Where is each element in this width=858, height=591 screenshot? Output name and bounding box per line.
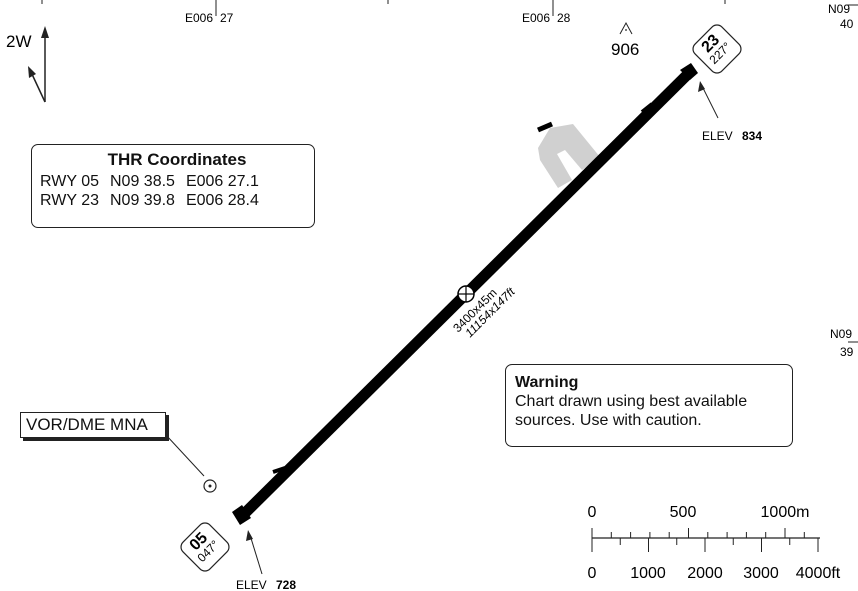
vor-dme-icon [203, 479, 217, 493]
vor-leader-line [165, 434, 205, 477]
thr-lat: N09 39.8 [110, 192, 175, 209]
thr-lon: E006 28.4 [185, 192, 259, 209]
warning-title: Warning [515, 374, 579, 391]
thr-lon: E006 27.1 [185, 173, 259, 190]
grid-lat-minutes-2: 39 [840, 345, 854, 359]
thr-coordinates-table: RWY 05 N09 38.5 E006 27.1 RWY 23 N09 39.… [40, 172, 270, 210]
grid-lon-label-1: E006 [185, 11, 213, 25]
scale-metric-label: 1000m [761, 504, 810, 521]
warning-text-line: Chart drawn using best available [515, 393, 748, 410]
grid-lon-label-2: E006 [522, 11, 550, 25]
scale-feet-label: 0 [588, 565, 597, 582]
scale-bar: 0 500 1000m 0 1000 2000 3000 4000ft [588, 504, 841, 582]
north-arrow-icon [28, 26, 49, 103]
obstacle-elevation: 906 [611, 40, 639, 59]
scale-feet-label: 4000ft [796, 565, 841, 582]
elev-23-label: ELEV [702, 129, 733, 143]
thr-rwy: RWY 05 [40, 173, 99, 190]
thr-coordinates-title: THR Coordinates [107, 150, 247, 169]
runway-23-designator-box: 23 227° [692, 24, 742, 74]
obstacle-icon [619, 21, 633, 35]
table-row: RWY 05 N09 38.5 E006 27.1 [40, 172, 270, 191]
elev-05-label: ELEV [236, 578, 267, 591]
elev-23-leader [698, 81, 719, 119]
scale-metric-label: 500 [670, 504, 697, 521]
grid-lon-minutes-2: 28 [557, 11, 571, 25]
variation-label: 2W [6, 32, 32, 51]
apron [537, 121, 600, 188]
grid-lat-minutes-1: 40 [840, 17, 854, 31]
warning-text-line: sources. Use with caution. [515, 412, 702, 429]
runway [232, 63, 698, 525]
runway-05-designator-box: 05 047° [180, 522, 230, 572]
scale-feet-label: 1000 [630, 565, 666, 582]
grid-lat-label-1: N09 [828, 2, 850, 16]
thr-lat: N09 38.5 [110, 173, 175, 190]
thr-rwy: RWY 23 [40, 192, 99, 209]
taxiway-marker [537, 121, 553, 133]
elev-05-leader [246, 530, 263, 575]
grid-lat-label-2: N09 [830, 327, 852, 341]
warning-box: Warning Chart drawn using best available… [505, 364, 793, 447]
scale-feet-label: 2000 [687, 565, 723, 582]
table-row: RWY 23 N09 39.8 E006 28.4 [40, 191, 270, 210]
elev-05-value: 728 [276, 578, 296, 591]
thr-coordinates-box: THR Coordinates RWY 05 N09 38.5 E006 27.… [31, 144, 315, 228]
elev-23-value: 834 [742, 129, 762, 143]
navaid-label-box: VOR/DME MNA [20, 412, 166, 438]
scale-feet-label: 3000 [743, 565, 779, 582]
scale-metric-label: 0 [588, 504, 597, 521]
grid-lon-minutes-1: 27 [220, 11, 234, 25]
